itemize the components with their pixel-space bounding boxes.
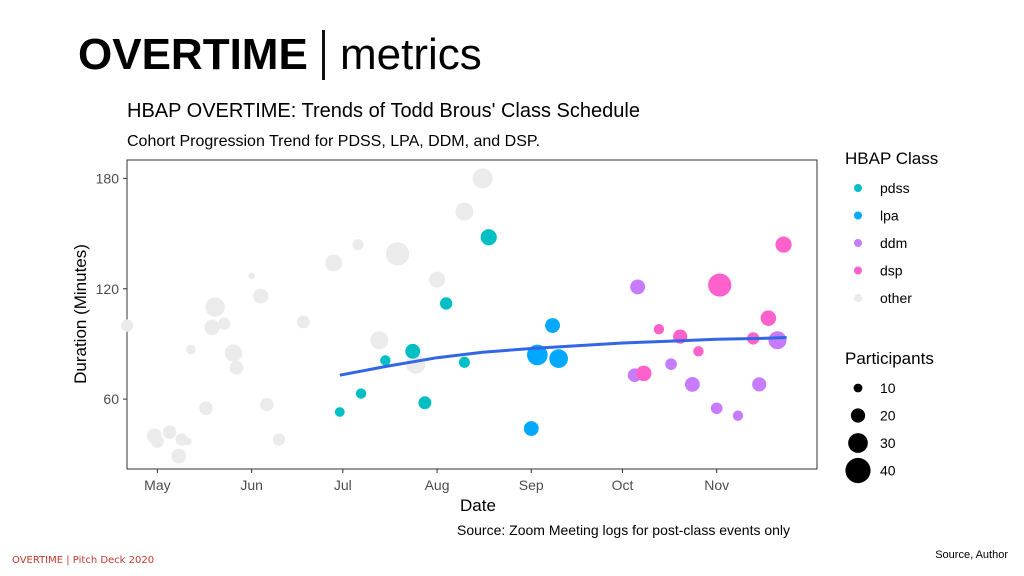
point-other	[260, 397, 274, 412]
legend-label-lpa: lpa	[880, 208, 899, 224]
footer-source: Source, Author	[935, 549, 1008, 561]
x-tick-label: Jun	[240, 477, 263, 493]
size-legend-label: 30	[880, 435, 896, 451]
legend-swatch-other	[854, 294, 862, 302]
point-dsp	[653, 324, 665, 335]
point-dsp	[760, 310, 777, 326]
point-other	[205, 297, 225, 317]
legend-swatch-lpa	[854, 211, 862, 220]
x-tick-label: Oct	[612, 477, 634, 493]
point-other	[229, 361, 244, 375]
point-pdss	[418, 396, 432, 410]
size-legend-dot	[848, 433, 868, 453]
point-other	[185, 344, 196, 355]
legend-label-ddm: ddm	[880, 235, 907, 251]
point-other	[171, 448, 187, 464]
point-other	[455, 202, 474, 221]
point-ddm	[684, 376, 700, 392]
point-other	[296, 315, 310, 329]
point-other	[428, 271, 446, 288]
point-lpa	[545, 318, 560, 333]
point-lpa	[523, 421, 539, 436]
point-ddm	[732, 410, 744, 421]
point-other	[162, 425, 177, 440]
point-dsp	[635, 365, 652, 382]
class-legend-title: HBAP Class	[845, 149, 938, 168]
slide-title-light: metrics	[340, 30, 482, 79]
y-tick-label: 60	[103, 391, 119, 407]
legend-label-other: other	[880, 290, 912, 306]
point-other	[248, 272, 255, 280]
point-other	[120, 319, 134, 332]
chart-subtitle: Cohort Progression Trend for PDSS, LPA, …	[127, 133, 540, 150]
plot-panel	[126, 159, 818, 470]
point-pdss	[440, 297, 453, 310]
point-dsp	[693, 346, 704, 357]
point-pdss	[334, 407, 345, 417]
x-tick-label: Nov	[704, 477, 729, 493]
point-ddm	[752, 377, 767, 392]
point-other	[199, 401, 213, 416]
footer-deck-label: OVERTIME | Pitch Deck 2020	[12, 555, 155, 566]
point-other	[146, 428, 162, 444]
point-dsp	[708, 273, 732, 297]
point-other	[218, 317, 231, 330]
data-points	[120, 168, 792, 464]
x-axis: May Jun Jul Aug Sep Oct Nov	[144, 469, 729, 493]
point-other	[204, 319, 220, 336]
point-other	[325, 254, 343, 272]
size-legend-title: Participants	[845, 349, 934, 368]
class-legend: pdss lpa ddm dsp other	[854, 180, 912, 306]
point-ddm	[710, 402, 723, 415]
title-divider	[322, 30, 325, 80]
size-legend-dot	[853, 383, 863, 393]
legend-swatch-pdss	[854, 184, 862, 192]
size-legend-label: 20	[880, 408, 896, 424]
point-pdss	[355, 388, 367, 399]
x-axis-title: Date	[460, 496, 496, 515]
point-other	[253, 288, 269, 304]
legend-swatch-ddm	[854, 239, 862, 247]
slide-title-bold: OVERTIME	[78, 30, 308, 79]
point-other	[352, 239, 364, 251]
size-legend-label: 10	[880, 380, 896, 396]
y-tick-label: 120	[96, 281, 120, 297]
legend-label-pdss: pdss	[880, 180, 910, 196]
point-pdss	[480, 229, 497, 246]
size-legend-dot	[850, 408, 866, 423]
legend-swatch-dsp	[854, 266, 862, 275]
point-ddm	[665, 358, 677, 371]
size-legend-dot	[845, 457, 871, 484]
point-other	[385, 242, 410, 266]
size-legend-label: 40	[880, 463, 896, 479]
chart-title: HBAP OVERTIME: Trends of Todd Brous' Cla…	[127, 100, 640, 122]
point-lpa	[549, 349, 568, 369]
point-other	[272, 433, 286, 446]
x-tick-label: Jul	[334, 477, 352, 493]
point-other	[224, 344, 243, 362]
chart-caption: Source: Zoom Meeting logs for post-class…	[457, 522, 791, 538]
point-other	[370, 331, 389, 350]
x-tick-label: Aug	[425, 477, 450, 493]
legend-label-dsp: dsp	[880, 263, 903, 279]
point-ddm	[630, 279, 646, 295]
x-tick-label: May	[144, 477, 170, 493]
y-axis-title: Duration (Minutes)	[71, 244, 90, 384]
y-axis: 60 120 180	[96, 170, 127, 407]
point-other	[183, 437, 192, 446]
y-tick-label: 180	[96, 170, 120, 186]
point-pdss	[458, 356, 470, 368]
point-ddm	[768, 331, 787, 350]
size-legend: 10 20 30 40	[845, 380, 896, 484]
point-other	[472, 168, 493, 189]
point-dsp	[775, 236, 792, 253]
point-pdss	[405, 343, 421, 359]
x-tick-label: Sep	[519, 477, 544, 493]
trend-line	[339, 336, 787, 377]
point-pdss	[380, 355, 391, 366]
